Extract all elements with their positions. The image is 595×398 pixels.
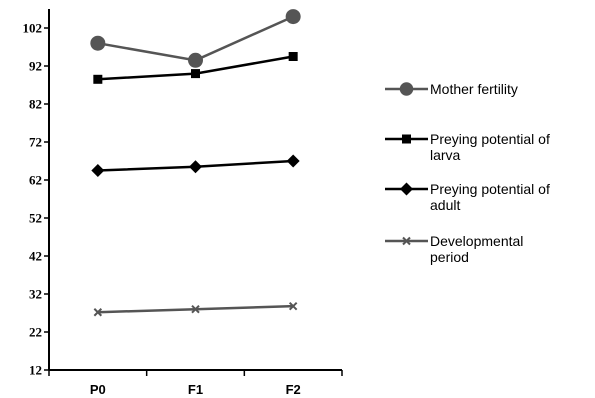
series-1 bbox=[93, 52, 298, 84]
legend-label: period bbox=[430, 249, 469, 265]
data-point bbox=[288, 301, 298, 311]
legend-label: Preying potential of bbox=[430, 181, 550, 197]
data-point bbox=[90, 35, 106, 51]
data-point bbox=[191, 69, 200, 79]
y-tick-label: 62 bbox=[29, 173, 42, 188]
legend-item: Mother fertility bbox=[385, 81, 518, 97]
data-point bbox=[189, 160, 202, 174]
series-2 bbox=[91, 154, 300, 177]
x-tick-label: F1 bbox=[188, 382, 203, 397]
legend-marker bbox=[399, 82, 414, 96]
x-tick-label: F2 bbox=[286, 382, 301, 397]
data-point bbox=[285, 9, 301, 25]
y-tick-label: 92 bbox=[29, 59, 42, 74]
y-tick-label: 72 bbox=[29, 135, 42, 150]
axes: 12 22 32 42 52 62 72 82 92 102 P0 F1 F2 bbox=[23, 9, 343, 397]
marker-stroke bbox=[288, 301, 298, 311]
series-0 bbox=[90, 9, 301, 68]
data-point bbox=[93, 308, 103, 317]
marker-stroke bbox=[93, 308, 103, 317]
y-tick-label: 22 bbox=[29, 325, 42, 340]
data-point bbox=[91, 164, 105, 177]
data-point bbox=[191, 304, 200, 314]
legend-label: Preying potential of bbox=[430, 131, 550, 147]
legend-label: Mother fertility bbox=[430, 81, 518, 97]
data-point bbox=[288, 52, 298, 61]
marker-stroke bbox=[402, 236, 411, 246]
legend-label: adult bbox=[430, 197, 460, 213]
series-layer bbox=[90, 9, 301, 317]
legend-label: larva bbox=[430, 147, 461, 163]
legend-marker bbox=[402, 134, 411, 144]
y-tick-label: 82 bbox=[29, 97, 42, 112]
y-tick-label: 32 bbox=[29, 287, 42, 302]
series-3 bbox=[93, 301, 298, 317]
y-tick-label: 102 bbox=[23, 21, 43, 36]
data-point bbox=[188, 52, 203, 68]
data-point bbox=[93, 74, 103, 84]
legend-marker bbox=[400, 182, 413, 196]
y-tick-label: 42 bbox=[29, 249, 42, 264]
legend-marker bbox=[402, 236, 411, 246]
y-tick-label: 12 bbox=[29, 363, 42, 378]
marker-stroke bbox=[191, 304, 200, 314]
data-point bbox=[286, 154, 300, 168]
legend-label: Developmental bbox=[430, 233, 523, 249]
y-tick-label: 52 bbox=[29, 211, 42, 226]
x-tick-label: P0 bbox=[90, 382, 106, 397]
